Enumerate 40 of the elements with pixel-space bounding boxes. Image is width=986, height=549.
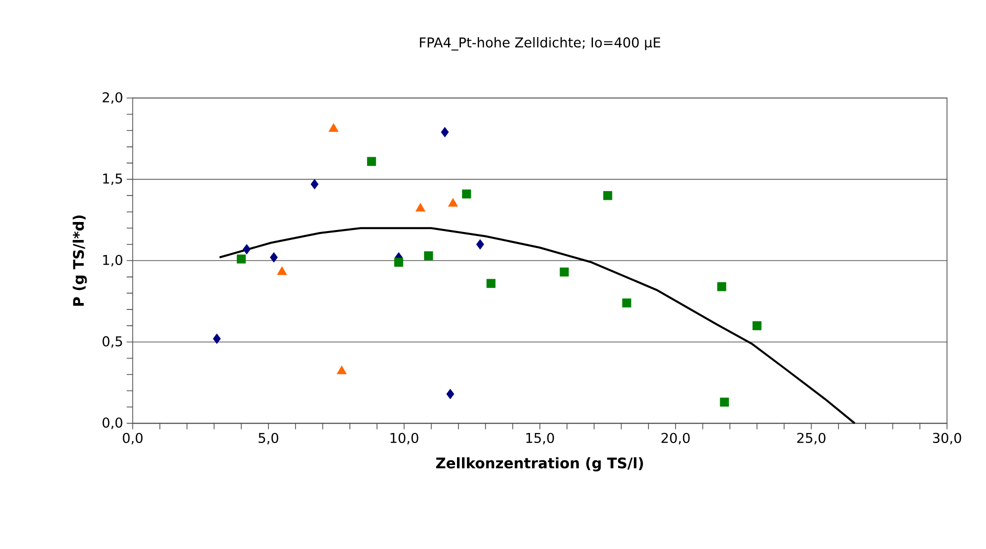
x-tick-label: 20,0 [662, 432, 690, 444]
y-axis-title: P (g TS/l*d) [72, 215, 87, 306]
point [622, 298, 632, 308]
line-series [218, 227, 856, 424]
point [270, 252, 278, 263]
y-tick-label: 1,5 [103, 174, 122, 186]
point [212, 334, 221, 344]
x-tick-label: 25,0 [797, 432, 826, 444]
y-tick-label: 0,5 [102, 336, 122, 348]
x-tick-label: 15,0 [526, 432, 554, 444]
chart-title: FPA4_Pt-hohe Zelldichte; Io=400 µE [420, 37, 660, 50]
x-tick-label: 10,0 [390, 432, 418, 444]
point [415, 202, 426, 212]
point [462, 189, 472, 198]
point [560, 268, 569, 277]
point [440, 126, 449, 138]
point [236, 254, 246, 264]
point [277, 266, 287, 275]
point [476, 239, 484, 250]
point [367, 156, 376, 166]
point [310, 179, 318, 190]
y-tick-label: 0,0 [102, 418, 122, 430]
point [394, 258, 404, 267]
point [752, 321, 762, 330]
x-tick-label: 0,0 [122, 432, 143, 444]
point [446, 388, 454, 400]
y-tick-label: 1,0 [103, 254, 122, 266]
point [486, 278, 496, 288]
point [448, 198, 458, 207]
point [720, 398, 729, 407]
point [424, 251, 434, 260]
x-axis-title: Zellkonzentration (g TS/l) [436, 457, 643, 472]
x-tick-label: 5,0 [258, 432, 278, 444]
point [328, 123, 339, 132]
point [717, 282, 726, 292]
y-tick-label: 2,0 [102, 92, 122, 104]
point [603, 191, 612, 200]
x-tick-label: 30,0 [933, 432, 962, 444]
point [242, 244, 251, 254]
point [336, 366, 347, 374]
